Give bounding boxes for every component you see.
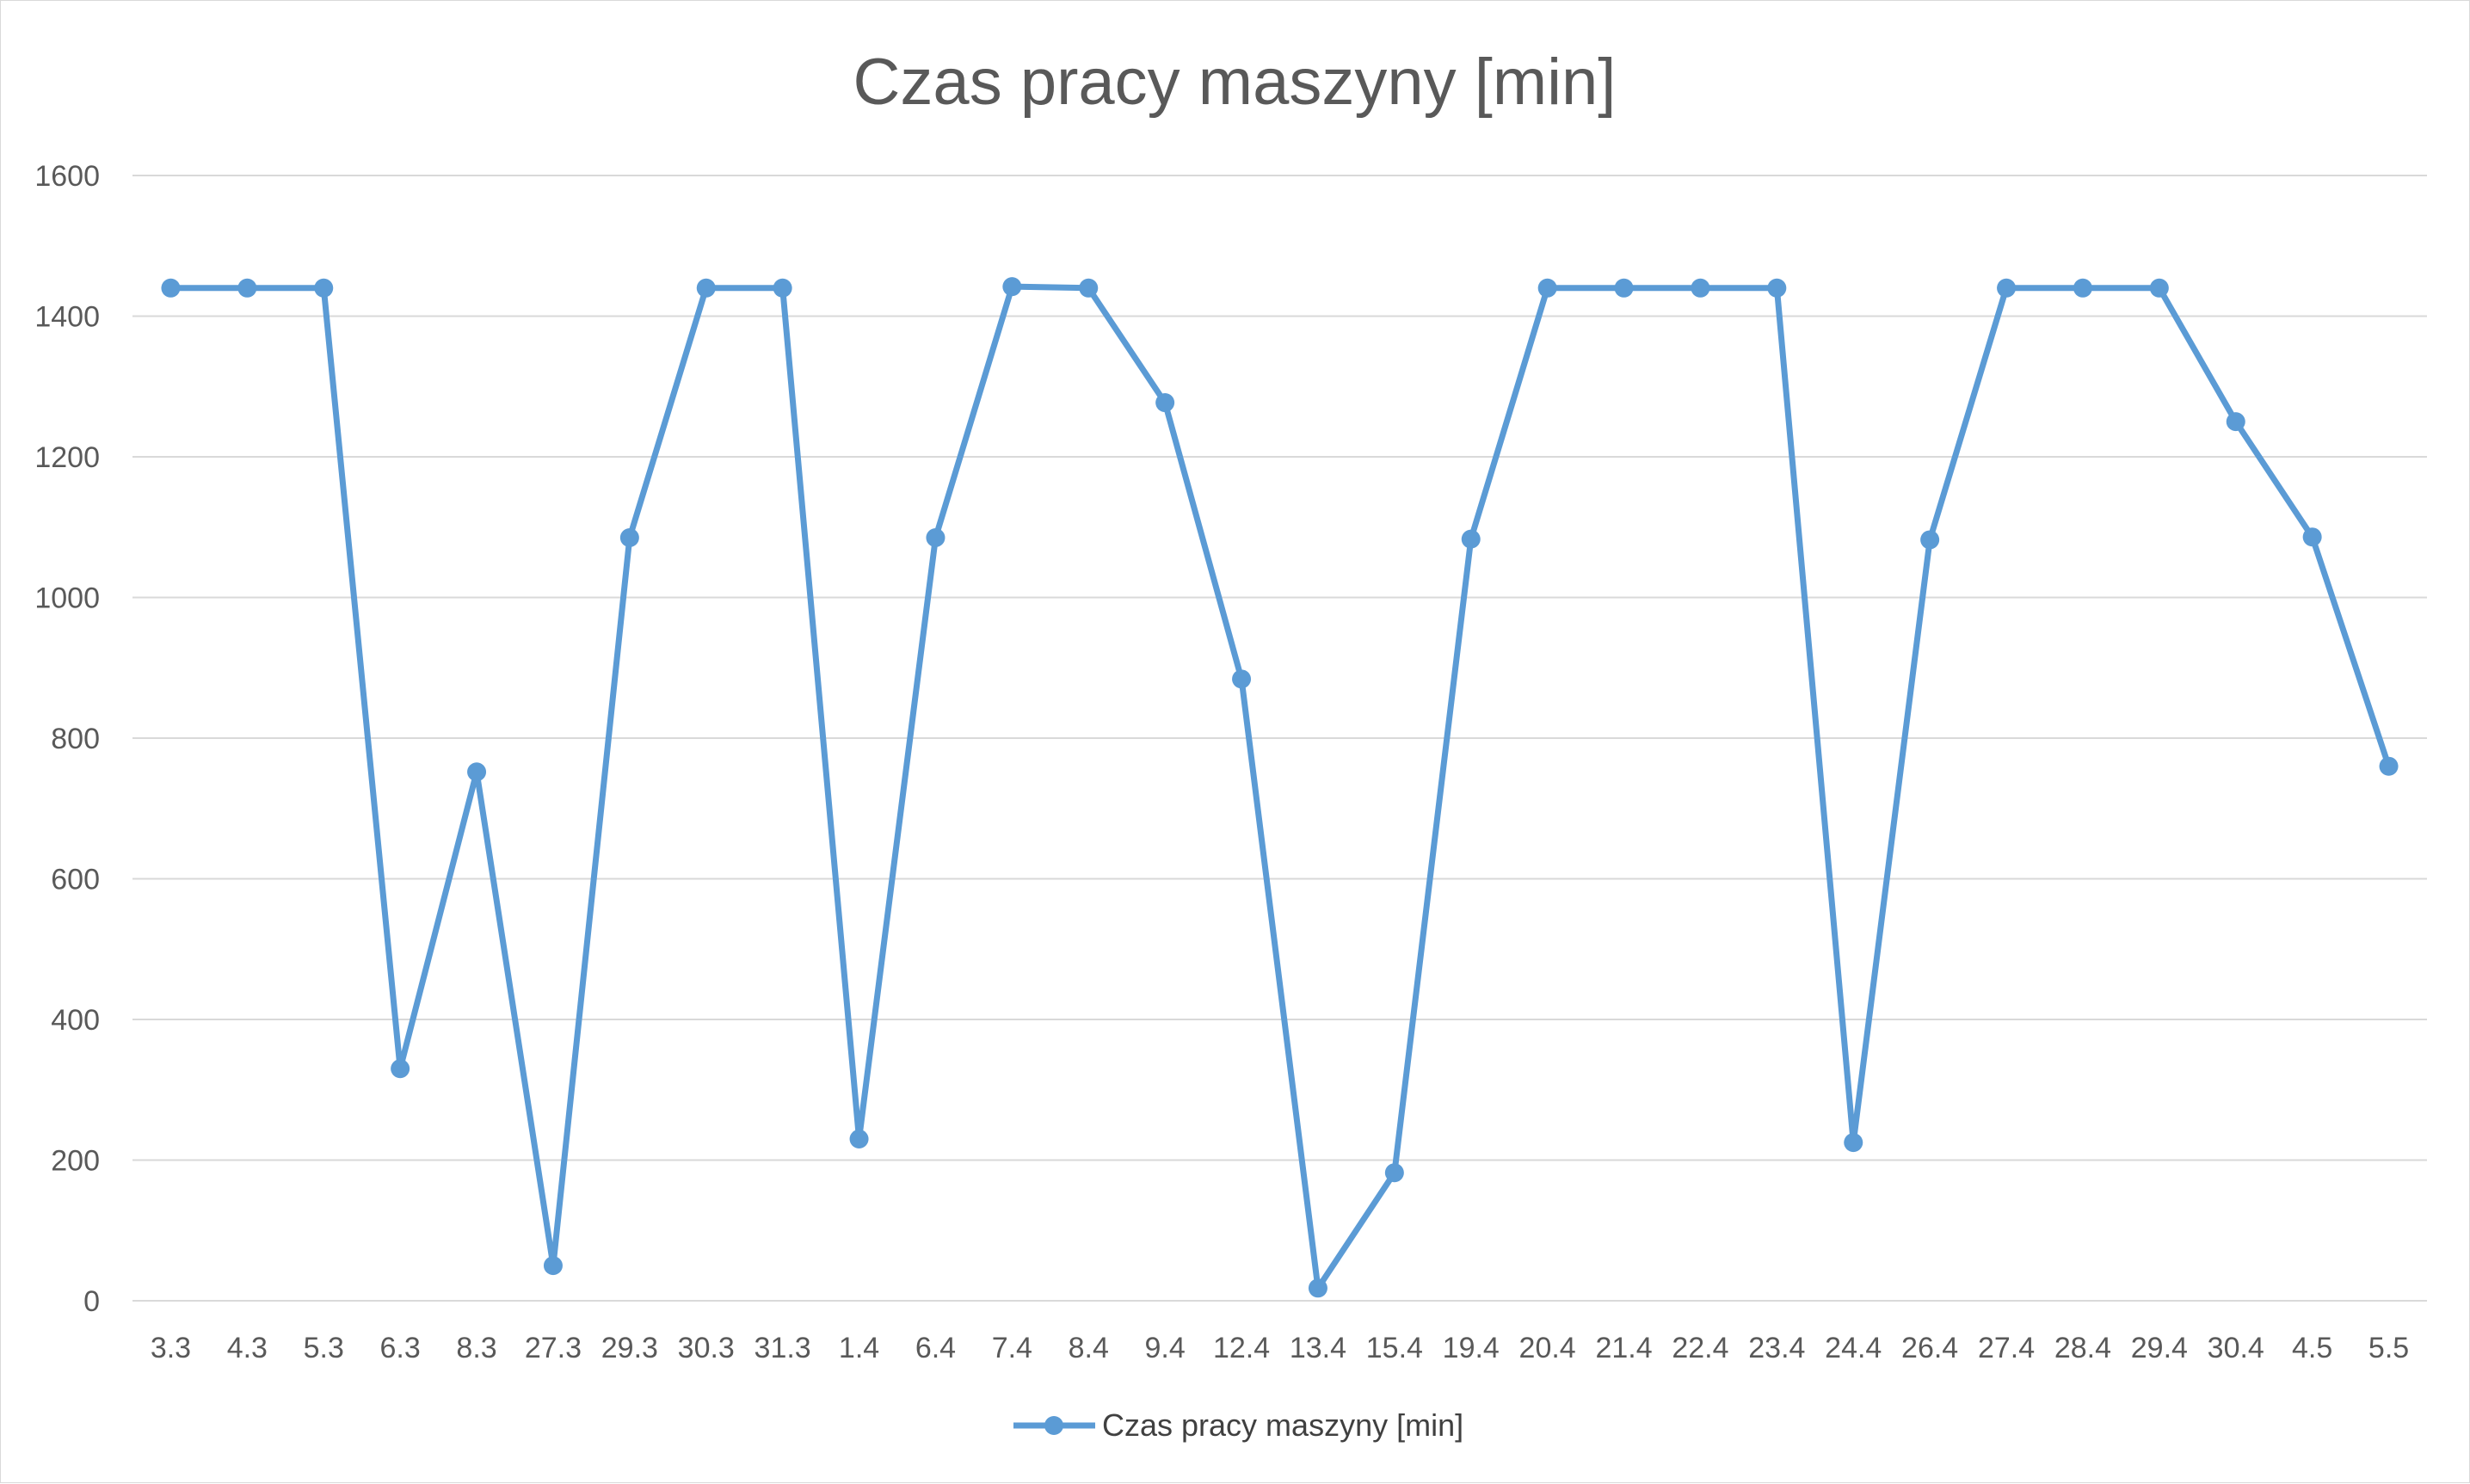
x-tick-label-26.4: 26.4: [1901, 1332, 1958, 1364]
x-tick-label-19.4: 19.4: [1443, 1332, 1500, 1364]
x-tick-label-29.3: 29.3: [601, 1332, 658, 1364]
data-point-27.4: [1997, 278, 2017, 298]
legend: Czas pracy maszyny [min]: [1013, 1407, 1463, 1443]
data-point-30.4: [2226, 412, 2245, 432]
x-tick-label-22.4: 22.4: [1672, 1332, 1728, 1364]
x-tick-label-20.4: 20.4: [1519, 1332, 1576, 1364]
x-axis-ticks: 3.3 4.3 5.3 6.3 8.3 27.3 29.3 30.3 31.3 1.4 6.4 7.4…: [151, 1332, 2409, 1364]
data-point-24.4: [1844, 1133, 1863, 1153]
x-tick-label-31.3: 31.3: [755, 1332, 811, 1364]
series-line-0: [167, 283, 2393, 1291]
y-tick-label-400: 400: [51, 1004, 100, 1037]
data-point-13.4: [1308, 1278, 1327, 1298]
series-points: [161, 277, 2399, 1298]
data-point-22.4: [1691, 278, 1710, 298]
data-point-4.5: [2302, 527, 2322, 547]
data-point-29.4: [2149, 278, 2169, 298]
x-tick-label-28.4: 28.4: [2054, 1332, 2111, 1364]
x-tick-label-27.4: 27.4: [1978, 1332, 2035, 1364]
x-tick-label-23.4: 23.4: [1748, 1332, 1805, 1364]
x-tick-label-30.4: 30.4: [2208, 1332, 2264, 1364]
x-tick-label-6.3: 6.3: [380, 1332, 421, 1364]
x-tick-label-29.4: 29.4: [2131, 1332, 2188, 1364]
data-point-15.4: [1384, 1163, 1404, 1183]
data-point-5.3: [314, 278, 334, 298]
data-point-1.4: [849, 1129, 869, 1148]
data-point-8.3: [467, 762, 487, 782]
x-tick-label-12.4: 12.4: [1213, 1332, 1270, 1364]
series-lines: [167, 283, 2393, 1291]
y-tick-label-0: 0: [83, 1285, 100, 1318]
y-tick-label-800: 800: [51, 723, 100, 755]
data-point-31.3: [773, 278, 792, 298]
y-tick-label-1400: 1400: [34, 301, 100, 334]
data-point-6.3: [391, 1059, 410, 1079]
data-point-12.4: [1232, 669, 1252, 689]
x-tick-label-15.4: 15.4: [1366, 1332, 1423, 1364]
data-point-7.4: [1002, 277, 1022, 297]
chart-title: Czas pracy maszyny [min]: [853, 46, 1617, 119]
x-tick-label-6.4: 6.4: [915, 1332, 956, 1364]
y-tick-label-1200: 1200: [34, 441, 100, 474]
x-tick-label-5.3: 5.3: [304, 1332, 344, 1364]
x-tick-label-3.3: 3.3: [151, 1332, 191, 1364]
legend-point-marker: [1044, 1416, 1063, 1435]
x-tick-label-8.3: 8.3: [456, 1332, 496, 1364]
x-tick-label-8.4: 8.4: [1069, 1332, 1109, 1364]
legend-label: Czas pracy maszyny [min]: [1102, 1407, 1463, 1443]
x-tick-label-9.4: 9.4: [1145, 1332, 1186, 1364]
x-tick-label-5.5: 5.5: [2368, 1332, 2409, 1364]
y-tick-label-1600: 1600: [34, 160, 100, 193]
data-point-20.4: [1537, 278, 1557, 298]
data-point-21.4: [1614, 278, 1634, 298]
data-point-5.5: [2379, 756, 2399, 776]
x-tick-label-7.4: 7.4: [992, 1332, 1032, 1364]
gridlines: [132, 175, 2427, 1302]
y-tick-label-600: 600: [51, 864, 100, 896]
data-point-8.4: [1079, 278, 1099, 298]
x-tick-label-13.4: 13.4: [1290, 1332, 1346, 1364]
data-point-26.4: [1920, 530, 1940, 550]
x-tick-label-1.4: 1.4: [839, 1332, 879, 1364]
y-axis-ticks: 0 200 400 600 800 1000 1200 1400 1600: [34, 160, 100, 1318]
data-point-19.4: [1461, 529, 1481, 549]
y-tick-label-200: 200: [51, 1145, 100, 1178]
x-tick-label-27.3: 27.3: [525, 1332, 582, 1364]
data-point-6.4: [926, 528, 945, 548]
data-point-27.3: [543, 1256, 563, 1276]
data-point-30.3: [696, 278, 716, 298]
data-point-9.4: [1155, 393, 1175, 413]
x-tick-label-21.4: 21.4: [1595, 1332, 1652, 1364]
x-tick-label-4.3: 4.3: [227, 1332, 268, 1364]
x-tick-label-24.4: 24.4: [1825, 1332, 1882, 1364]
y-tick-label-1000: 1000: [34, 582, 100, 615]
data-point-29.3: [619, 528, 639, 548]
x-tick-label-30.3: 30.3: [678, 1332, 735, 1364]
data-point-23.4: [1767, 278, 1787, 298]
data-point-28.4: [2073, 278, 2092, 298]
data-point-3.3: [161, 278, 181, 298]
x-tick-label-4.5: 4.5: [2292, 1332, 2332, 1364]
data-point-4.3: [237, 278, 257, 298]
